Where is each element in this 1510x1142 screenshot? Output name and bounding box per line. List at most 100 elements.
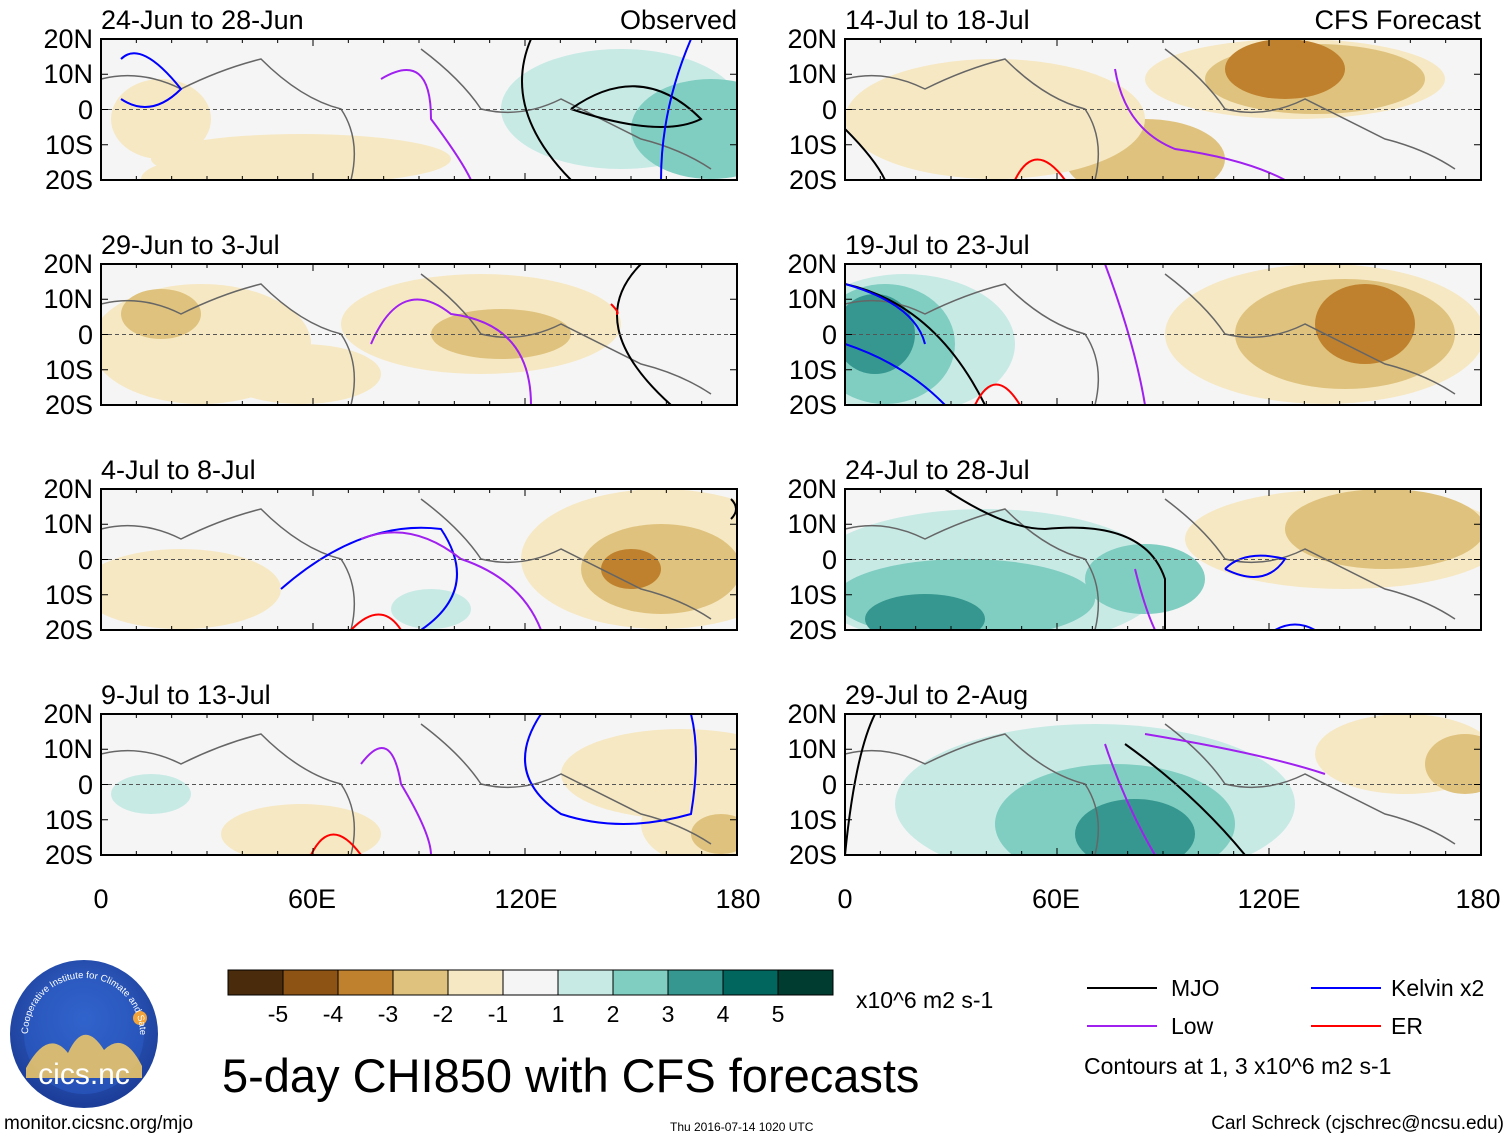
anomaly-region (141, 159, 261, 180)
contour-line (610, 303, 619, 315)
lat-tick-label: 10N (787, 59, 837, 90)
anomaly-region (111, 774, 191, 814)
lat-tick-label: 0 (821, 94, 837, 125)
lat-tick-label: 10N (43, 59, 93, 90)
contour-line (524, 714, 697, 825)
colorbar-tick-label: -3 (377, 1001, 399, 1027)
lat-tick-label: 0 (77, 544, 93, 575)
contour-line (845, 343, 946, 405)
lat-tick-label: 10N (787, 509, 837, 540)
lat-tick-label: 20S (788, 615, 837, 645)
lon-tick-label: 180 (1455, 884, 1501, 914)
map-panel (100, 38, 738, 181)
anomaly-region (1285, 489, 1481, 569)
panel-period-title: 14-Jul to 18-Jul (845, 5, 1030, 35)
panel-period-title: 29-Jul to 2-Aug (845, 680, 1029, 710)
contour-line (120, 52, 183, 108)
lat-tick-label: 10N (43, 734, 93, 765)
footer-url: monitor.cicsnc.org/mjo (4, 1113, 194, 1134)
colorbar-unit: x10^6 m2 s-1 (856, 987, 994, 1013)
contour-line (974, 383, 1021, 405)
lon-tick-label: 180 (715, 884, 761, 914)
contour-line (845, 283, 926, 345)
colorbar-tick-label: -5 (267, 1001, 289, 1027)
lat-tick-label: 0 (77, 769, 93, 800)
lat-tick-label: 0 (821, 544, 837, 575)
lon-tick-label: 0 (837, 884, 853, 914)
colorbar-swatch (392, 969, 449, 996)
anomaly-region (845, 294, 915, 374)
contour-line (1104, 743, 1156, 855)
lat-tick-label: 20N (787, 699, 837, 729)
colorbar-swatch (667, 969, 724, 996)
contour-line (1274, 623, 1316, 630)
lat-tick-label: 20N (787, 249, 837, 279)
panel-period-title: 19-Jul to 23-Jul (845, 230, 1030, 260)
legend-er-label: ER (1391, 1013, 1423, 1039)
lat-tick-label: 10S (788, 129, 837, 160)
colorbar-tick-label: 3 (661, 1001, 675, 1027)
lat-tick-label: 20S (44, 840, 93, 870)
contour-line (1014, 158, 1066, 180)
lat-tick-label: 0 (77, 319, 93, 350)
footer-timestamp: Thu 2016-07-14 1020 UTC (670, 1120, 814, 1134)
lat-tick-label: 20N (43, 249, 93, 279)
anomaly-region (845, 59, 1145, 179)
coastline (845, 498, 1456, 630)
lat-tick-label: 10S (788, 804, 837, 835)
anomaly-region (865, 594, 985, 630)
coastline (845, 48, 1456, 180)
contour-line (616, 264, 672, 405)
anomaly-region (221, 804, 381, 855)
logo-emblem: Cooperative Institute for Climate and Sa… (5, 950, 158, 1108)
legend-kelvin-line (1311, 987, 1381, 989)
cics-logo: Cooperative Institute for Climate and Sa… (5, 950, 160, 1110)
legend-mjo-label: MJO (1171, 975, 1220, 1001)
colorbar-tick-label: -4 (322, 1001, 344, 1027)
colorbar-swatch (447, 969, 504, 996)
map-panel (844, 713, 1482, 856)
anomaly-region (101, 549, 281, 629)
colorbar (227, 969, 834, 996)
colorbar-tick-label: 4 (716, 1001, 730, 1027)
contour-line (360, 747, 432, 855)
colorbar-tick-label: 5 (771, 1001, 785, 1027)
coastline (101, 723, 712, 855)
colorbar-tick-label: -1 (487, 1001, 509, 1027)
chart-title: 5-day CHI850 with CFS forecasts (222, 1049, 920, 1102)
map-panel (100, 488, 738, 631)
panel-period-title: 24-Jun to 28-Jun (101, 5, 304, 35)
logo-text: cics.nc (38, 1058, 130, 1091)
contour-line (845, 714, 876, 855)
anomaly-region (631, 79, 737, 179)
lat-tick-label: 10S (44, 129, 93, 160)
lat-tick-label: 20S (788, 840, 837, 870)
lat-tick-label: 0 (821, 319, 837, 350)
lat-tick-label: 0 (77, 94, 93, 125)
lat-tick-label: 20N (43, 24, 93, 54)
colorbar-swatch (282, 969, 339, 996)
colorbar-swatch (612, 969, 669, 996)
lon-tick-label: 60E (287, 884, 337, 914)
colorbar-swatch (502, 969, 559, 996)
colorbar-tick-label: 1 (551, 1001, 565, 1027)
lat-tick-label: 0 (821, 769, 837, 800)
legend-low-line (1087, 1025, 1157, 1027)
panel-period-title: 9-Jul to 13-Jul (101, 680, 271, 710)
contour-line (370, 298, 532, 405)
colorbar-tick-label: 2 (606, 1001, 620, 1027)
lat-tick-label: 10S (44, 804, 93, 835)
map-panel (100, 713, 738, 856)
legend-low-label: Low (1171, 1013, 1214, 1039)
lat-tick-label: 20S (44, 165, 93, 195)
lat-tick-label: 20S (788, 390, 837, 420)
lon-tick-label: 0 (93, 884, 109, 914)
anomaly-region (1085, 544, 1205, 614)
panel-period-title: 29-Jun to 3-Jul (101, 230, 280, 260)
lon-tick-label: 60E (1031, 884, 1081, 914)
contour-line (380, 69, 472, 180)
lon-tick-label: 120E (494, 884, 558, 914)
lon-tick-label: 120E (1237, 884, 1301, 914)
lat-tick-label: 10N (43, 284, 93, 315)
panel-column-label: CFS Forecast (1314, 5, 1481, 35)
